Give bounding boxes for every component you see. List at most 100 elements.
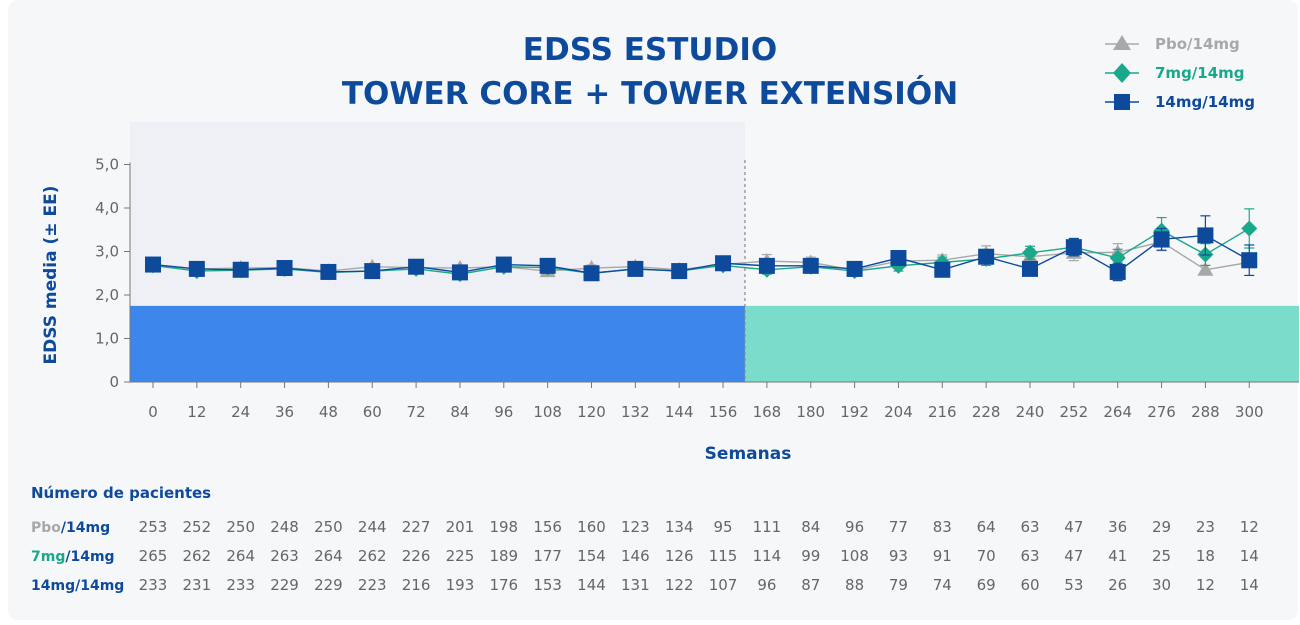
point-marker [145,256,161,273]
point-marker [758,257,775,274]
point-marker [232,261,249,278]
x-tick-label: 144 [665,403,694,421]
point-marker [1153,231,1170,248]
core-period-band [130,305,745,382]
point-marker [276,260,293,277]
patients-cell: 226 [402,547,431,565]
patients-cell: 79 [889,576,908,594]
y-tick-label: 4,0 [95,199,119,217]
point-marker [539,257,556,274]
patients-cell: 114 [753,547,782,565]
patients-cell: 77 [889,518,908,536]
x-tick-label: 120 [577,403,606,421]
patients-cell: 70 [977,547,996,565]
y-tick-label: 3,0 [95,243,119,261]
y-axis-label: EDSS media (± EE) [41,186,61,365]
patients-cell: 134 [665,518,694,536]
patients-cell: 250 [226,518,255,536]
point-marker [802,257,819,274]
x-tick-label: 288 [1191,403,1220,421]
x-axis: 0 12 24 36 48 60 72 84 96 108 120 132 144 156 168 180 19… [130,381,1299,421]
series-mg14 [145,215,1258,282]
x-tick-label: 60 [363,403,382,421]
patients-cell: 216 [402,576,431,594]
patients-cell: 225 [446,547,475,565]
patients-cell: 108 [840,547,869,565]
patients-cell: 12 [1196,576,1215,594]
patients-cell: 88 [845,576,864,594]
patients-cell: 63 [1020,547,1039,565]
patients-cell: 84 [801,518,820,536]
patients-cell: 201 [446,518,475,536]
patients-cell: 131 [621,576,650,594]
legend-item-14mg: 14mg/14mg [1105,93,1255,111]
patients-cell: 111 [753,518,782,536]
row-label-suffix: /14mg [65,549,114,565]
patients-cell: 69 [977,576,996,594]
x-tick-label: 240 [1016,403,1045,421]
row-label-dose: Pbo [31,520,61,536]
extension-period-band [744,305,1299,382]
point-marker [1197,261,1214,276]
patients-cell: 36 [1108,518,1127,536]
patients-cell: 12 [1240,518,1259,536]
patients-cell: 29 [1152,518,1171,536]
legend-label-7mg: 7mg/14mg [1155,64,1245,82]
patients-cell: 95 [714,518,733,536]
x-tick-label: 156 [709,403,738,421]
patients-cell: 96 [845,518,864,536]
patients-cell: 262 [183,547,212,565]
x-tick-label: 216 [928,403,957,421]
patients-cell: 123 [621,518,650,536]
x-tick-label: 0 [148,403,158,421]
patients-cell: 93 [889,547,908,565]
patients-cell: 229 [314,576,343,594]
patients-cell: 154 [577,547,606,565]
patients-cell: 26 [1108,576,1127,594]
patients-cell: 229 [270,576,299,594]
patients-cell: 91 [933,547,952,565]
patients-cell: 64 [977,518,996,536]
point-marker [1065,239,1082,256]
patients-cell: 87 [801,576,820,594]
point-marker [1109,263,1126,280]
patients-cell: 264 [314,547,343,565]
patients-cell: 144 [577,576,606,594]
patients-row-label: 14mg/14mg [31,578,124,594]
patients-cell: 74 [933,576,952,594]
x-tick-label: 132 [621,403,650,421]
diamond-icon [1113,63,1131,83]
point-marker [1197,227,1214,244]
x-tick-label: 300 [1235,403,1264,421]
patients-cell: 146 [621,547,650,565]
point-marker [846,260,863,277]
patients-cell: 264 [226,547,255,565]
patients-cell: 60 [1020,576,1039,594]
legend-label-pbo: Pbo/14mg [1155,35,1240,53]
chart-title-line-2: TOWER CORE + TOWER EXTENSIÓN [342,75,958,112]
patients-table: Pbo/14mg 253 252 250 248 250 244 227 201 198 156 16… [31,518,1259,594]
legend-item-7mg: 7mg/14mg [1105,63,1245,83]
row-label-dose: 7mg [31,549,65,565]
series-layer [145,208,1258,283]
x-tick-label: 180 [796,403,825,421]
point-marker [890,250,907,267]
point-marker [583,265,600,282]
x-tick-label: 168 [753,403,782,421]
point-marker [978,248,995,265]
x-tick-label: 72 [407,403,426,421]
patients-cell: 25 [1152,547,1171,565]
row-label-suffix: /14mg [61,520,110,536]
patients-cell: 248 [270,518,299,536]
patients-row-label: 7mg/14mg [31,549,115,565]
patients-cell: 99 [801,547,820,565]
patients-cell: 223 [358,576,387,594]
x-tick-label: 96 [494,403,513,421]
patients-cell: 253 [139,518,168,536]
patients-cell: 63 [1020,518,1039,536]
point-marker [1241,252,1258,269]
triangle-icon [1113,35,1131,50]
point-marker [408,258,425,275]
point-marker [1022,260,1038,277]
